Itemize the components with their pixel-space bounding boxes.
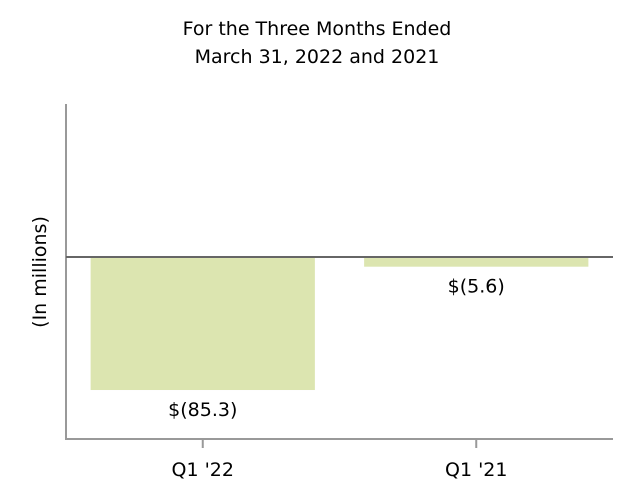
x-tick-label-1: Q1 '21 xyxy=(445,459,507,481)
x-tick-label-0: Q1 '22 xyxy=(172,459,234,481)
bar-0 xyxy=(90,258,315,391)
data-label-0: $(85.3) xyxy=(168,399,237,421)
chart-title-line-1: For the Three Months Ended xyxy=(183,18,452,40)
chart-title-line-2: March 31, 2022 and 2021 xyxy=(195,46,440,68)
data-label-1: $(5.6) xyxy=(448,276,505,298)
bar-1 xyxy=(364,258,589,267)
y-axis-label: (In millions) xyxy=(29,216,51,328)
